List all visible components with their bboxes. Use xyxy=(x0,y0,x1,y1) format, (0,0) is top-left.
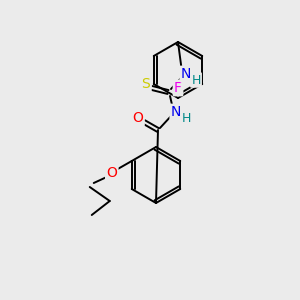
Text: N: N xyxy=(171,105,181,119)
Text: O: O xyxy=(133,111,143,125)
Text: F: F xyxy=(174,81,182,95)
Text: H: H xyxy=(191,74,201,86)
Text: O: O xyxy=(106,166,117,180)
Text: N: N xyxy=(181,67,191,81)
Text: H: H xyxy=(181,112,191,124)
Text: S: S xyxy=(142,77,150,91)
